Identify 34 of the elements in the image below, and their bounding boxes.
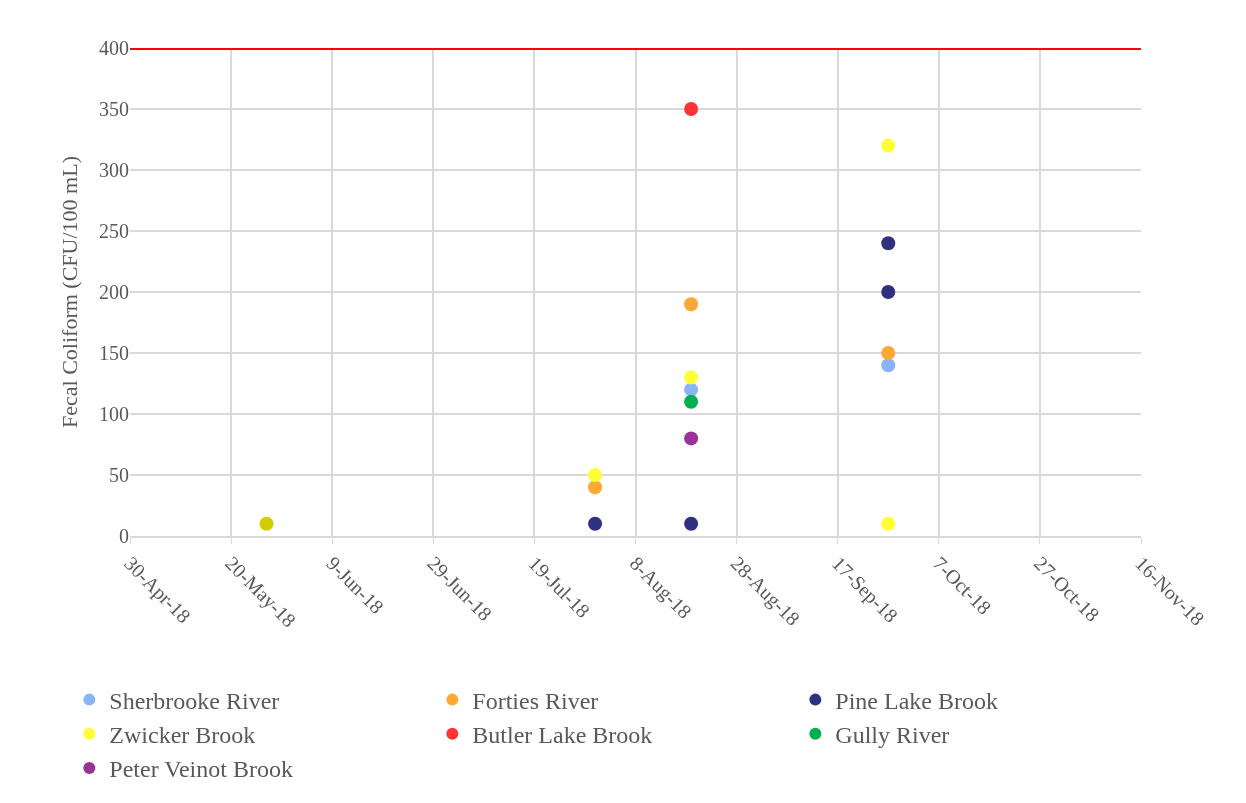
legend-label: Zwicker Brook [109,722,256,749]
point [684,394,699,409]
point [881,138,896,153]
point [684,431,699,446]
point [881,358,896,373]
y-tick-label: 400 [99,37,129,59]
point [684,370,699,385]
point [881,285,896,299]
point [881,516,896,531]
y-tick-label: 0 [119,525,129,547]
legend-label: Butler Lake Brook [472,722,653,749]
y-tick-label: 250 [99,220,129,242]
point [684,297,699,312]
legend-label: Peter Veinot Brook [109,756,293,783]
y-tick-label: 100 [99,403,129,425]
legend-label: Gully River [835,722,950,749]
point [588,468,603,482]
point [881,236,896,251]
point [684,102,699,116]
y-axis-title: Fecal Coliform (CFU/100 mL) [56,156,82,428]
point [259,516,274,531]
legend-label: Sherbrooke River [109,687,280,714]
point [684,516,699,531]
point [881,346,896,360]
y-tick-label: 350 [99,98,129,120]
point [588,480,603,495]
y-tick-label: 200 [99,281,129,303]
legend-label: Forties River [472,687,599,714]
y-tick-label: 300 [99,159,129,181]
y-tick-label: 50 [109,464,129,486]
point [684,382,699,397]
y-tick-label: 150 [99,342,129,364]
legend-label: Pine Lake Brook [835,687,998,714]
point [588,516,603,531]
